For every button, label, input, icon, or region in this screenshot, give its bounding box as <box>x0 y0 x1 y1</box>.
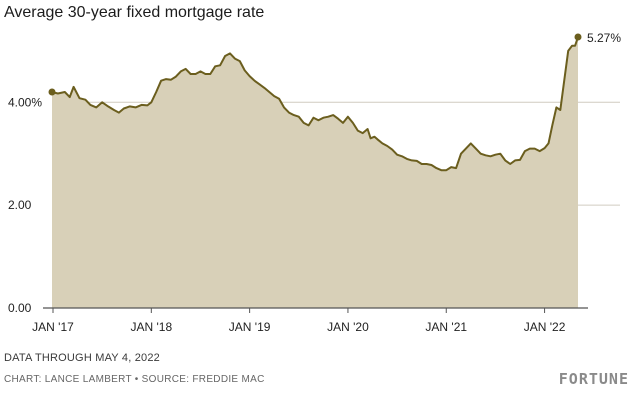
end-point-marker <box>574 33 582 41</box>
data-through-note: DATA THROUGH MAY 4, 2022 <box>4 352 160 364</box>
x-tick-labels: JAN '17 JAN '18 JAN '19 JAN '20 JAN '21 JAN '… <box>32 308 566 334</box>
x-tick-label: JAN '22 <box>524 320 566 334</box>
chart-title: Average 30-year fixed mortgage rate <box>4 4 265 21</box>
y-tick-label: 2.00 <box>8 198 32 212</box>
y-tick-label: 4.00% <box>8 95 42 109</box>
x-tick-label: JAN '20 <box>327 320 369 334</box>
x-tick-label: JAN '17 <box>32 320 74 334</box>
start-point-marker <box>48 88 56 96</box>
x-tick-label: JAN '19 <box>229 320 271 334</box>
end-value-label: 5.27% <box>587 31 621 45</box>
series-line <box>51 36 579 172</box>
credit-source-note: CHART: LANCE LAMBERT • SOURCE: FREDDIE M… <box>4 374 265 385</box>
y-tick-label: 0.00 <box>8 301 32 315</box>
x-tick-label: JAN '18 <box>130 320 172 334</box>
end-markers: 5.27% <box>48 31 621 96</box>
fortune-logo: FORTUNE <box>558 370 629 388</box>
area-fill <box>52 37 578 308</box>
x-tick-label: JAN '21 <box>425 320 467 334</box>
y-tick-labels: 0.00 2.00 4.00% <box>8 95 42 315</box>
